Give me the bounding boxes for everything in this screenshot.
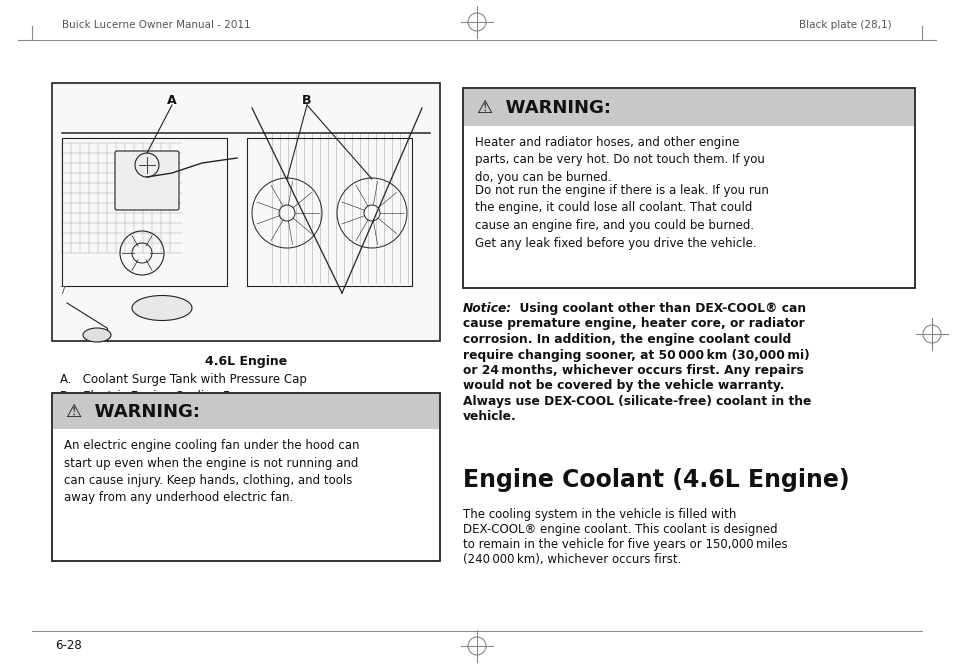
Text: The cooling system in the vehicle is filled with: The cooling system in the vehicle is fil… — [462, 508, 736, 521]
Text: DEX-COOL® engine coolant. This coolant is designed: DEX-COOL® engine coolant. This coolant i… — [462, 523, 777, 536]
FancyBboxPatch shape — [115, 151, 179, 210]
Text: Buick Lucerne Owner Manual - 2011: Buick Lucerne Owner Manual - 2011 — [62, 20, 251, 30]
Text: Engine Coolant (4.6L Engine): Engine Coolant (4.6L Engine) — [462, 468, 849, 492]
Bar — [52, 393, 439, 561]
Text: (240 000 km), whichever occurs first.: (240 000 km), whichever occurs first. — [462, 553, 680, 566]
Bar — [53, 84, 438, 339]
Text: B: B — [302, 94, 312, 108]
Text: ⚠  WARNING:: ⚠ WARNING: — [66, 403, 200, 421]
Text: or 24 months, whichever occurs first. Any repairs: or 24 months, whichever occurs first. An… — [462, 364, 803, 377]
Text: require changing sooner, at 50 000 km (30,000 mi): require changing sooner, at 50 000 km (3… — [462, 349, 809, 361]
Text: Black plate (28,1): Black plate (28,1) — [799, 20, 891, 30]
Text: An electric engine cooling fan under the hood can
start up even when the engine : An electric engine cooling fan under the… — [64, 439, 359, 504]
Text: Using coolant other than DEX-COOL® can: Using coolant other than DEX-COOL® can — [511, 302, 805, 315]
Ellipse shape — [132, 295, 192, 321]
Bar — [463, 89, 913, 126]
Text: Do not run the engine if there is a leak. If you run
the engine, it could lose a: Do not run the engine if there is a leak… — [475, 184, 768, 250]
Text: Notice:: Notice: — [462, 302, 512, 315]
Text: to remain in the vehicle for five years or 150,000 miles: to remain in the vehicle for five years … — [462, 538, 787, 551]
Bar — [52, 394, 438, 430]
Text: B.   Electric Engine Cooling Fans: B. Electric Engine Cooling Fans — [60, 390, 249, 403]
Bar — [462, 88, 914, 288]
Bar — [52, 83, 439, 341]
Text: Always use DEX-COOL (silicate-free) coolant in the: Always use DEX-COOL (silicate-free) cool… — [462, 395, 810, 408]
Text: vehicle.: vehicle. — [462, 411, 517, 424]
Bar — [62, 138, 227, 286]
Text: 4.6L Engine: 4.6L Engine — [205, 355, 287, 368]
Ellipse shape — [83, 328, 111, 342]
Text: A: A — [167, 94, 176, 108]
Bar — [247, 138, 412, 286]
Text: corrosion. In addition, the engine coolant could: corrosion. In addition, the engine coola… — [462, 333, 790, 346]
Text: would not be covered by the vehicle warranty.: would not be covered by the vehicle warr… — [462, 379, 783, 393]
Text: ⚠  WARNING:: ⚠ WARNING: — [476, 99, 610, 117]
Text: Heater and radiator hoses, and other engine
parts, can be very hot. Do not touch: Heater and radiator hoses, and other eng… — [475, 136, 764, 184]
Text: 6-28: 6-28 — [55, 639, 82, 652]
Text: cause premature engine, heater core, or radiator: cause premature engine, heater core, or … — [462, 317, 804, 331]
Text: 7: 7 — [59, 286, 65, 296]
Text: A.   Coolant Surge Tank with Pressure Cap: A. Coolant Surge Tank with Pressure Cap — [60, 373, 307, 386]
